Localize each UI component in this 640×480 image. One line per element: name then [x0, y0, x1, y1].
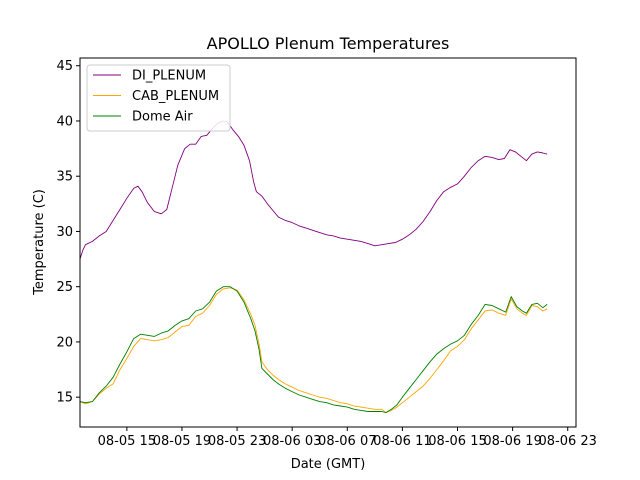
- legend: DI_PLENUM CAB_PLENUM Dome Air: [86, 64, 231, 132]
- x-tick-label: 08-06 11: [373, 434, 431, 449]
- y-tick-label: 45: [56, 59, 73, 74]
- y-axis-label: Temperature (C): [32, 189, 47, 296]
- y-tick-label: 15: [56, 391, 73, 406]
- legend-label: Dome Air: [132, 110, 193, 125]
- x-tick-label: 08-05 23: [208, 434, 266, 449]
- series-line-cab-plenum: [80, 287, 548, 414]
- y-tick-label: 40: [56, 114, 73, 129]
- legend-label: CAB_PLENUM: [132, 89, 219, 104]
- chart-title: APOLLO Plenum Temperatures: [207, 34, 450, 53]
- legend-box: [86, 64, 231, 132]
- y-axis: 15 20 25 30 35 40 45: [56, 59, 80, 406]
- x-axis-label: Date (GMT): [291, 457, 366, 472]
- x-tick-label: 08-06 23: [539, 434, 597, 449]
- plot-frame: [79, 57, 577, 428]
- x-tick-label: 08-06 15: [428, 434, 486, 449]
- y-tick-label: 25: [56, 280, 73, 295]
- x-tick-label: 08-06 19: [483, 434, 541, 449]
- x-tick-label: 08-05 15: [98, 434, 156, 449]
- y-tick-label: 30: [56, 225, 73, 240]
- x-tick-label: 08-05 19: [153, 434, 211, 449]
- series-layer: [80, 120, 548, 414]
- x-tick-label: 08-06 07: [318, 434, 376, 449]
- series-line-dome-air: [80, 286, 548, 414]
- y-tick-label: 35: [56, 170, 73, 185]
- legend-label: DI_PLENUM: [132, 69, 206, 84]
- y-tick-label: 20: [56, 335, 73, 350]
- x-tick-label: 08-06 03: [263, 434, 321, 449]
- series-line-di-plenum: [80, 120, 548, 260]
